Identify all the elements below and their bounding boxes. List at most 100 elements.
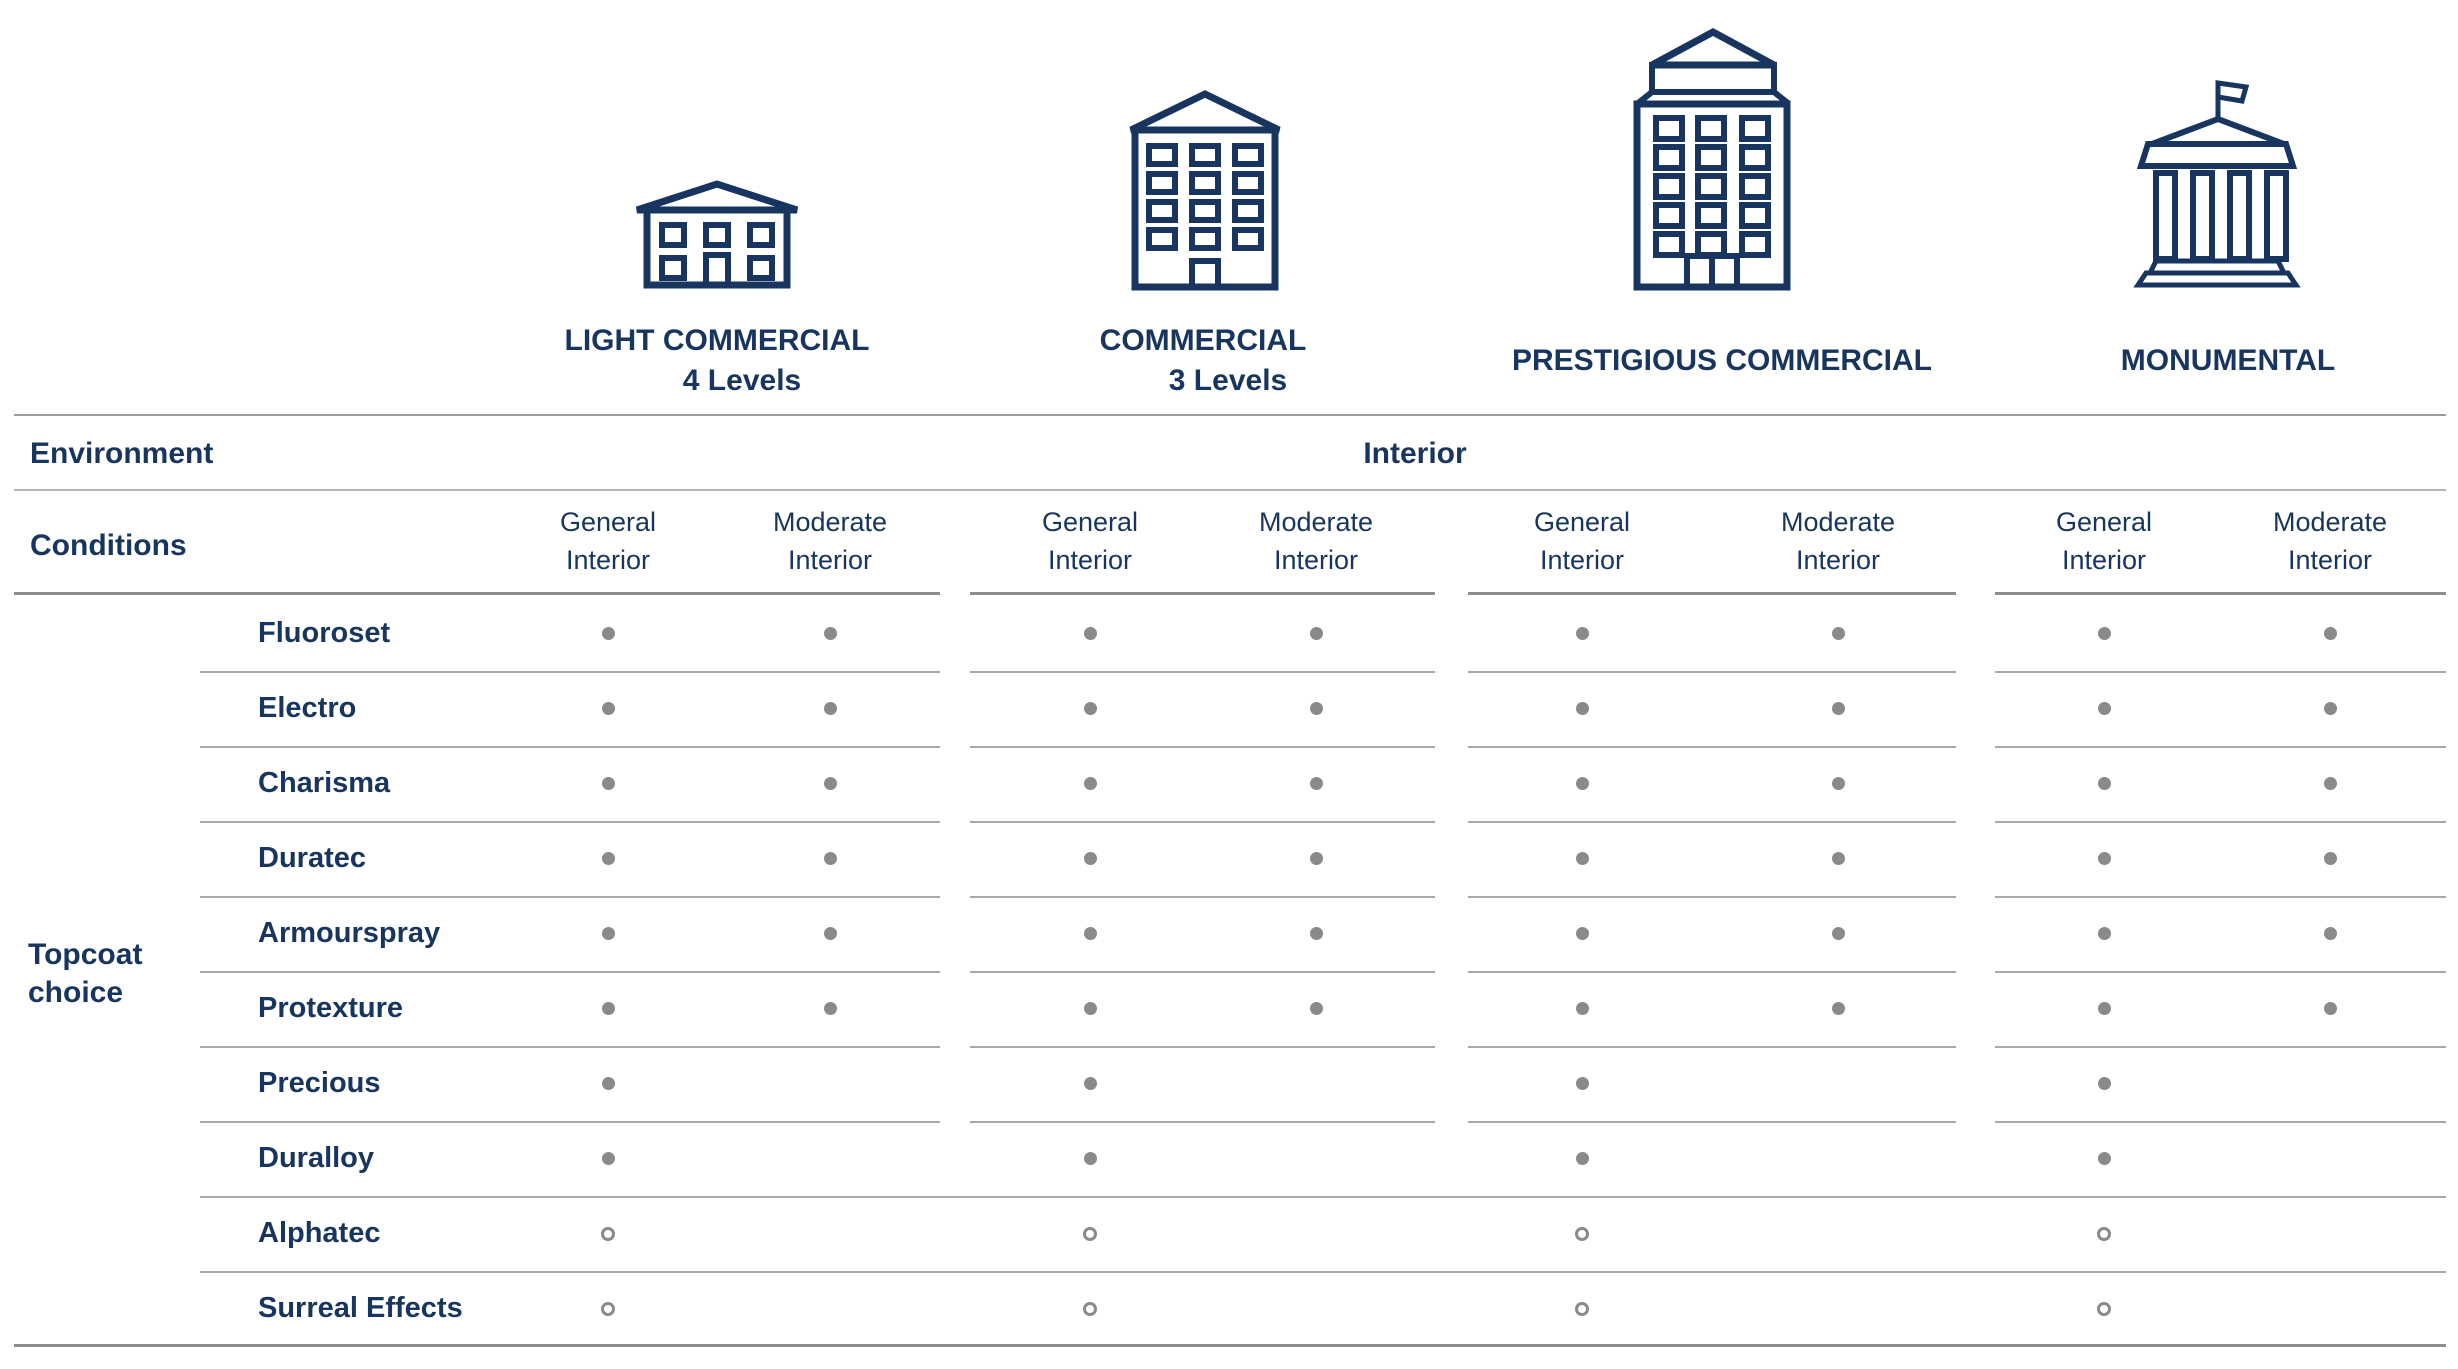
row-separator	[200, 671, 940, 673]
row-separator	[970, 671, 1435, 673]
product-name: Surreal Effects	[258, 1292, 463, 1324]
availability-dot-filled	[1575, 1002, 1589, 1015]
availability-dot-open	[1575, 1301, 1589, 1316]
availability-dot-filled	[2323, 702, 2337, 715]
availability-dot-filled	[823, 852, 837, 865]
row-separator	[200, 896, 940, 898]
condition-column-header: General Interior	[1041, 507, 1139, 575]
availability-dot-filled	[823, 627, 837, 640]
availability-dot-filled	[2097, 1077, 2111, 1090]
condition-column-header: Moderate Interior	[772, 507, 888, 575]
row-separator	[200, 1046, 940, 1048]
row-separator	[1995, 1121, 2446, 1123]
availability-dot-filled	[1309, 777, 1323, 790]
row-separator	[200, 971, 940, 973]
availability-dot-filled	[601, 702, 615, 715]
availability-dot-filled	[2097, 777, 2111, 790]
product-name: Alphatec	[258, 1217, 381, 1249]
row-separator	[1468, 971, 1956, 973]
row-separator	[1995, 971, 2446, 973]
product-name: Precious	[258, 1067, 381, 1099]
availability-dot-filled	[1575, 777, 1589, 790]
availability-dot-filled	[601, 777, 615, 790]
availability-dot-filled	[601, 852, 615, 865]
availability-dot-filled	[601, 627, 615, 640]
environment-row-bottom-rule	[14, 489, 2446, 491]
availability-dot-filled	[1309, 1002, 1323, 1015]
availability-dot-filled	[2097, 852, 2111, 865]
availability-dot-filled	[1083, 1152, 1097, 1165]
availability-dot-filled	[1309, 927, 1323, 940]
availability-dot-filled	[1083, 1077, 1097, 1090]
product-name: Fluoroset	[258, 617, 391, 649]
row-separator	[1468, 1121, 1956, 1123]
conditions-row-bottom-rule	[1468, 592, 1956, 595]
availability-dot-filled	[1575, 702, 1589, 715]
product-name: Protexture	[258, 992, 404, 1024]
row-separator	[970, 746, 1435, 748]
row-separator	[200, 1121, 940, 1123]
availability-dot-filled	[2323, 777, 2337, 790]
building-sublabel-light-commercial: 4 Levels	[682, 364, 802, 397]
availability-dot-filled	[2323, 627, 2337, 640]
row-separator	[970, 1121, 1435, 1123]
availability-dot-filled	[2097, 927, 2111, 940]
row-separator	[1468, 746, 1956, 748]
building-label-commercial: COMMERCIAL	[1099, 324, 1307, 357]
availability-dot-filled	[2323, 852, 2337, 865]
availability-dot-filled	[1831, 702, 1845, 715]
availability-dot-filled	[823, 702, 837, 715]
availability-dot-filled	[1083, 777, 1097, 790]
two-story-building-icon	[635, 180, 799, 289]
availability-dot-filled	[1831, 852, 1845, 865]
condition-column-header: General Interior	[559, 507, 657, 575]
availability-dot-filled	[1831, 927, 1845, 940]
availability-dot-open	[1575, 1226, 1589, 1241]
row-separator	[200, 746, 940, 748]
conditions-row-bottom-rule	[970, 592, 1435, 595]
availability-dot-filled	[1831, 1002, 1845, 1015]
availability-dot-filled	[1575, 627, 1589, 640]
building-label-light-commercial: LIGHT COMMERCIAL	[564, 324, 870, 357]
conditions-row-bottom-rule	[1995, 592, 2446, 595]
availability-dot-filled	[1083, 627, 1097, 640]
availability-dot-filled	[823, 927, 837, 940]
availability-dot-filled	[1831, 777, 1845, 790]
product-name: Electro	[258, 692, 357, 724]
availability-dot-filled	[601, 927, 615, 940]
condition-column-header: General Interior	[1533, 507, 1631, 575]
availability-dot-open	[601, 1301, 615, 1316]
row-separator	[1468, 1046, 1956, 1048]
row-separator	[970, 1046, 1435, 1048]
building-sublabel-commercial: 3 Levels	[1168, 364, 1288, 397]
building-label-monumental: MONUMENTAL	[2120, 344, 2336, 377]
availability-dot-filled	[2323, 927, 2337, 940]
environment-row-label: Environment	[30, 437, 214, 470]
availability-dot-filled	[1309, 852, 1323, 865]
row-separator	[1995, 1046, 2446, 1048]
availability-dot-filled	[601, 1152, 615, 1165]
product-name: Charisma	[258, 767, 391, 799]
availability-dot-filled	[2323, 1002, 2337, 1015]
availability-dot-filled	[1083, 1002, 1097, 1015]
availability-dot-filled	[1309, 627, 1323, 640]
availability-dot-filled	[2097, 1002, 2111, 1015]
topcoat-choice-label-line2: choice	[28, 976, 124, 1009]
row-separator	[200, 1196, 2446, 1198]
condition-column-header: General Interior	[2055, 507, 2153, 575]
row-separator	[1995, 896, 2446, 898]
row-separator	[970, 971, 1435, 973]
table-bottom-rule	[14, 1344, 2446, 1347]
product-name: Duralloy	[258, 1142, 375, 1174]
condition-column-header: Moderate Interior	[2272, 507, 2388, 575]
row-separator	[1995, 746, 2446, 748]
availability-dot-open	[1083, 1301, 1097, 1316]
availability-dot-open	[2097, 1226, 2111, 1241]
row-separator	[1995, 821, 2446, 823]
product-name: Armourspray	[258, 917, 441, 949]
availability-dot-filled	[1575, 1152, 1589, 1165]
row-separator	[1468, 821, 1956, 823]
availability-dot-filled	[601, 1002, 615, 1015]
row-separator	[1468, 896, 1956, 898]
